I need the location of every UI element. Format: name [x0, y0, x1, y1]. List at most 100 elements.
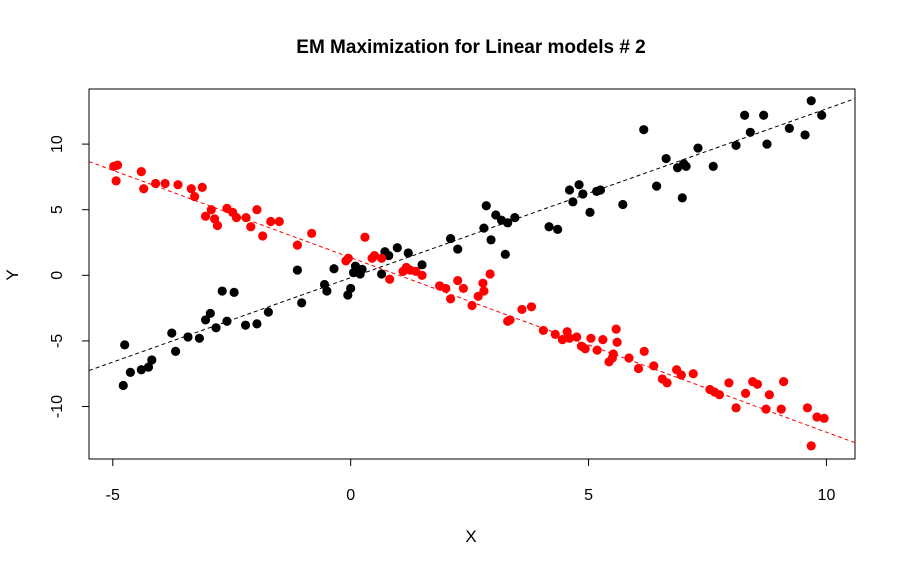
- data-point-series-1: [118, 380, 128, 391]
- data-point-series-1: [652, 181, 662, 191]
- data-point-series-1: [503, 218, 513, 228]
- data-point-series-2: [649, 361, 659, 371]
- data-point-series-1: [553, 224, 563, 234]
- data-point-series-1: [147, 355, 157, 365]
- data-point-series-1: [759, 110, 769, 120]
- x-tick-label: 0: [346, 487, 355, 504]
- data-point-series-1: [392, 243, 402, 253]
- data-point-series-2: [598, 335, 608, 345]
- data-point-series-1: [377, 269, 387, 279]
- data-point-series-1: [403, 248, 413, 258]
- x-axis: -5 0 5 10: [106, 458, 835, 504]
- data-point-series-2: [343, 253, 353, 263]
- data-point-series-1: [500, 249, 510, 259]
- data-point-series-1: [170, 346, 181, 357]
- data-point-series-2: [111, 176, 121, 186]
- data-point-series-2: [517, 304, 527, 315]
- data-point-series-2: [246, 222, 256, 232]
- data-point-series-1: [817, 110, 827, 120]
- data-point-series-1: [479, 223, 489, 233]
- data-point-series-2: [274, 216, 284, 227]
- data-point-series-2: [458, 283, 469, 294]
- data-point-series-1: [731, 140, 741, 151]
- data-point-series-2: [806, 441, 816, 451]
- data-point-series-1: [585, 207, 595, 217]
- data-point-series-2: [445, 294, 456, 304]
- data-point-series-1: [740, 110, 750, 120]
- data-point-series-2: [206, 205, 216, 215]
- data-point-series-2: [417, 270, 427, 280]
- data-point-series-2: [592, 345, 602, 355]
- data-point-series-2: [377, 253, 387, 263]
- data-point-series-1: [453, 244, 463, 254]
- data-points: [109, 96, 829, 451]
- data-point-series-2: [139, 184, 149, 194]
- data-point-series-2: [557, 335, 567, 345]
- data-point-series-1: [329, 264, 339, 274]
- data-point-series-2: [151, 178, 161, 189]
- data-point-series-1: [639, 125, 649, 135]
- data-point-series-1: [800, 130, 810, 140]
- data-point-series-1: [693, 143, 703, 153]
- data-point-series-2: [764, 390, 774, 400]
- data-point-series-2: [676, 370, 686, 380]
- data-point-series-1: [784, 123, 794, 133]
- data-point-series-1: [346, 283, 356, 294]
- data-point-series-2: [136, 167, 146, 177]
- data-point-series-2: [714, 390, 725, 400]
- data-point-series-1: [417, 260, 427, 270]
- fit-lines: [88, 98, 856, 444]
- data-point-series-2: [624, 353, 634, 363]
- data-point-series-2: [467, 300, 477, 311]
- data-point-series-1: [357, 264, 367, 275]
- data-point-series-1: [762, 139, 772, 149]
- fit-line-1: [88, 98, 856, 372]
- data-point-series-2: [252, 205, 262, 215]
- data-point-series-2: [453, 275, 463, 286]
- data-point-series-2: [190, 191, 200, 202]
- data-point-series-1: [125, 367, 135, 378]
- data-point-series-2: [779, 376, 789, 387]
- data-point-series-2: [160, 178, 170, 189]
- data-point-series-1: [708, 161, 718, 172]
- data-point-series-1: [806, 96, 816, 106]
- data-point-series-1: [384, 251, 394, 261]
- chart-title: EM Maximization for Linear models # 2: [296, 37, 645, 58]
- data-point-series-2: [231, 212, 242, 223]
- data-point-series-2: [505, 315, 515, 325]
- plot-area: [88, 88, 856, 460]
- data-point-series-2: [572, 332, 582, 342]
- data-point-series-2: [550, 329, 560, 339]
- data-point-series-1: [292, 265, 302, 275]
- data-point-series-2: [724, 378, 734, 388]
- data-point-series-1: [167, 328, 177, 338]
- data-point-series-2: [586, 333, 596, 343]
- data-point-series-2: [633, 363, 644, 374]
- data-point-series-2: [526, 302, 537, 312]
- data-point-series-2: [478, 278, 488, 288]
- data-point-series-1: [745, 127, 755, 137]
- y-tick-label: -10: [49, 395, 66, 418]
- data-point-series-1: [544, 222, 554, 232]
- data-point-series-1: [217, 286, 227, 296]
- data-point-series-1: [229, 287, 239, 297]
- data-point-series-1: [143, 362, 154, 372]
- data-point-series-1: [486, 235, 496, 245]
- data-point-series-2: [662, 378, 672, 388]
- data-point-series-2: [564, 333, 575, 343]
- data-point-series-2: [802, 403, 813, 413]
- data-point-series-2: [360, 232, 370, 242]
- data-point-series-2: [580, 344, 590, 354]
- data-point-series-1: [677, 193, 687, 203]
- data-point-series-2: [761, 404, 771, 414]
- y-axis: -10 -5 0 5 10: [49, 135, 90, 418]
- data-point-series-1: [568, 197, 578, 207]
- data-point-series-2: [441, 283, 451, 294]
- data-point-series-2: [385, 274, 395, 284]
- data-point-series-1: [661, 153, 671, 164]
- data-point-series-2: [197, 182, 207, 193]
- data-point-series-1: [120, 340, 130, 350]
- data-point-series-2: [688, 369, 698, 379]
- x-tick-label: -5: [106, 487, 120, 504]
